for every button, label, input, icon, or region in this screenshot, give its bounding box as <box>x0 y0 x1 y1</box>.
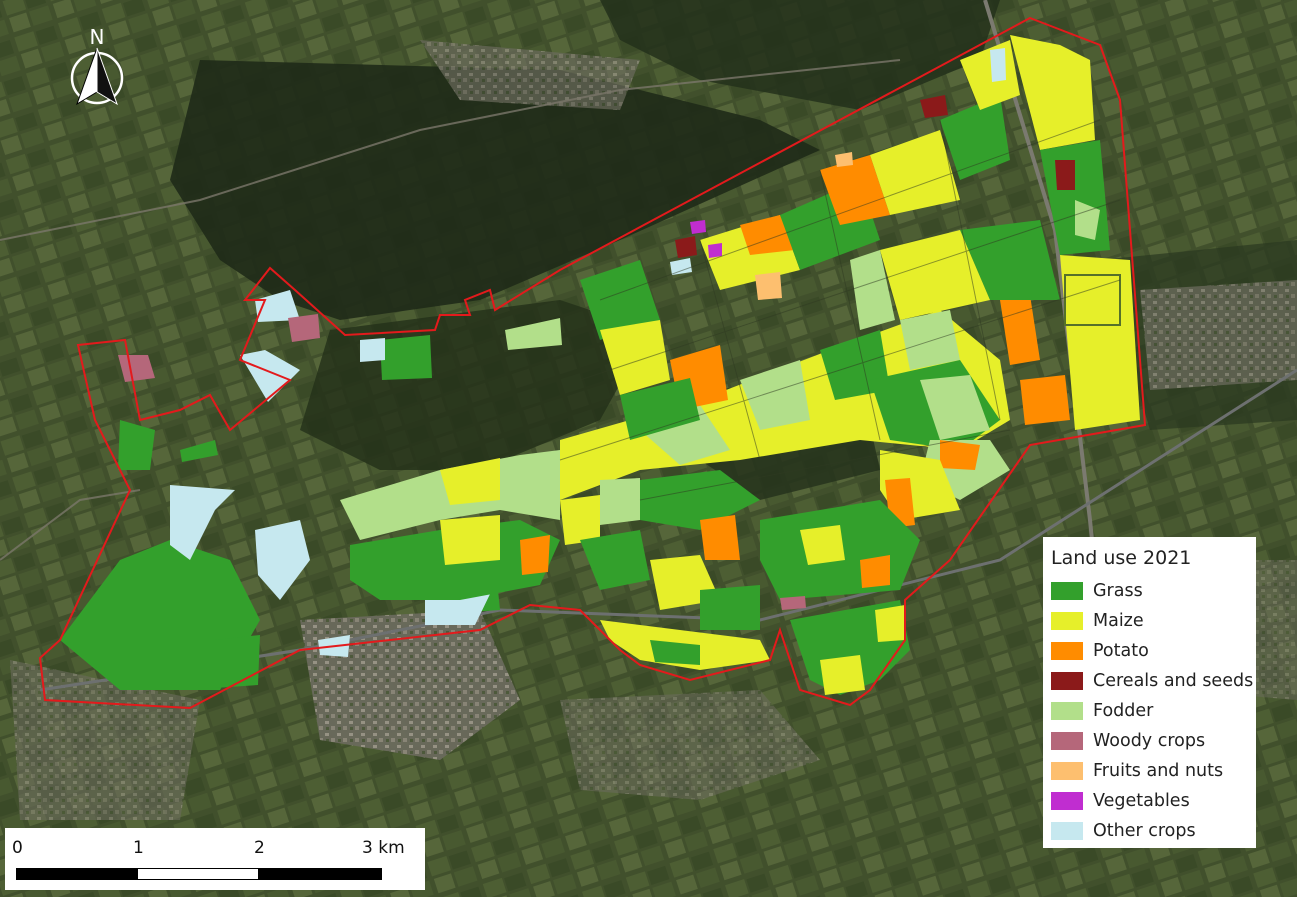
scale-segment-black <box>16 868 138 880</box>
legend-swatch <box>1051 762 1083 780</box>
legend-title: Land use 2021 <box>1051 547 1192 569</box>
legend-item-maize: Maize <box>1051 606 1248 636</box>
legend-item-label: Potato <box>1093 641 1149 661</box>
legend-item-fodder: Fodder <box>1051 696 1248 726</box>
scale-label-2: 2 <box>254 838 265 858</box>
study-area-boundary <box>38 16 1147 710</box>
legend-item-label: Woody crops <box>1093 731 1206 751</box>
north-arrow: N <box>70 25 124 106</box>
legend-swatch <box>1051 582 1083 600</box>
legend-item-potato: Potato <box>1051 636 1248 666</box>
legend-item-label: Vegetables <box>1093 791 1190 811</box>
legend-swatch <box>1051 672 1083 690</box>
legend-item-vegetables: Vegetables <box>1051 786 1248 816</box>
legend-swatch <box>1051 792 1083 810</box>
legend-item-label: Other crops <box>1093 821 1196 841</box>
legend-item-label: Fruits and nuts <box>1093 761 1224 781</box>
scale-label-1: 1 <box>133 838 144 858</box>
legend-swatch <box>1051 642 1083 660</box>
legend-item-label: Cereals and seeds <box>1093 671 1254 691</box>
legend: Land use 2021 Grass Maize Potato Cereals… <box>1043 537 1256 848</box>
legend-item-label: Fodder <box>1093 701 1154 721</box>
scale-label-0: 0 <box>12 838 23 858</box>
legend-swatch <box>1051 612 1083 630</box>
north-arrow-label: N <box>90 25 105 49</box>
legend-item-label: Grass <box>1093 581 1143 601</box>
parcels-layer <box>60 35 1140 695</box>
legend-swatch <box>1051 822 1083 840</box>
legend-swatch <box>1051 732 1083 750</box>
legend-item-other-crops: Other crops <box>1051 816 1248 846</box>
legend-item-cereals-and-seeds: Cereals and seeds <box>1051 666 1253 696</box>
legend-item-label: Maize <box>1093 611 1144 631</box>
legend-item-grass: Grass <box>1051 576 1248 606</box>
scale-segment-white <box>137 868 259 880</box>
scale-segment-black <box>258 868 382 880</box>
scale-bar: 0 1 2 3 km <box>5 828 425 890</box>
legend-item-fruits-and-nuts: Fruits and nuts <box>1051 756 1248 786</box>
legend-item-woody-crops: Woody crops <box>1051 726 1248 756</box>
scale-label-3: 3 km <box>362 838 405 858</box>
legend-swatch <box>1051 702 1083 720</box>
